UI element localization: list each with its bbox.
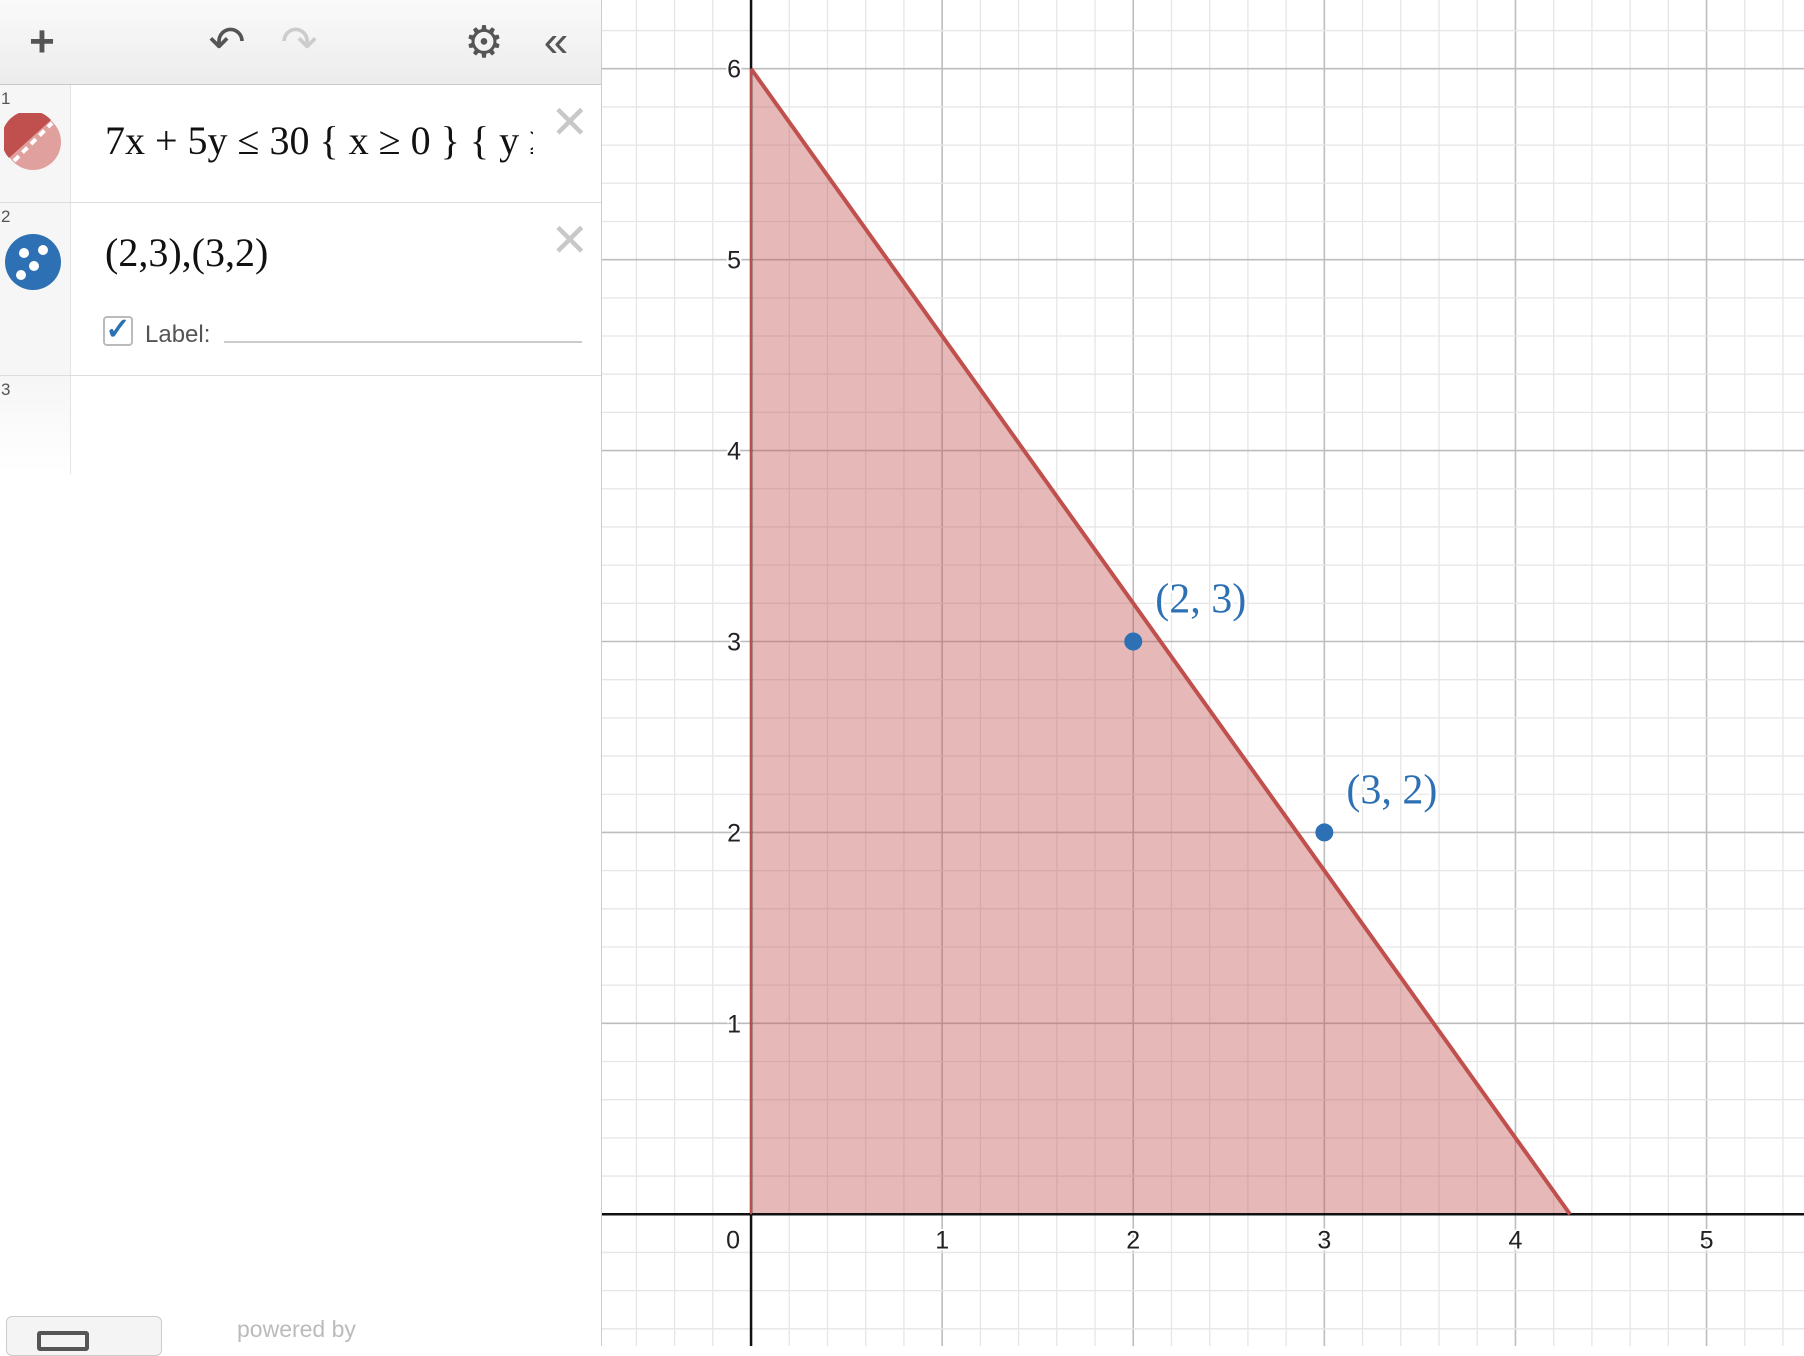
undo-icon: ↶ — [208, 17, 246, 67]
x-tick-label: 4 — [1508, 1226, 1522, 1254]
inequality-icon[interactable] — [4, 113, 62, 171]
add-expression-button[interactable]: + — [17, 17, 67, 66]
keyboard-toggle-button[interactable] — [6, 1316, 162, 1356]
point-label: (2, 3) — [1155, 576, 1246, 622]
boundary-line — [749, 67, 1572, 1216]
expression-input-1[interactable]: 7x + 5y ≤ 30 { x ≥ 0 } { y ≥ — [105, 118, 533, 163]
data-point — [1315, 823, 1334, 842]
redo-icon: ↷ — [280, 17, 318, 67]
delete-expression-2[interactable]: ✕ — [550, 214, 589, 266]
x-tick-label: 0 — [726, 1226, 740, 1254]
double-chevron-left-icon: « — [543, 17, 569, 66]
y-tick-label: 5 — [727, 247, 741, 275]
y-tick-label: 3 — [727, 628, 741, 656]
x-tick-label: 1 — [935, 1226, 949, 1254]
undo-button[interactable]: ↶ — [202, 17, 252, 67]
expression-row-2[interactable]: 2 (2,3),(3,2) ✕ ✓ Label: — [0, 203, 601, 376]
toolbar: + ↶ ↷ ⚙ « — [0, 0, 601, 85]
y-tick-label: 6 — [727, 56, 741, 84]
expression-input-2[interactable]: (2,3),(3,2) — [105, 230, 269, 275]
expression-index: 3 — [1, 380, 11, 399]
expression-index: 2 — [1, 207, 11, 226]
expression-row-3[interactable]: 3 — [0, 376, 601, 474]
expression-index: 1 — [1, 89, 11, 108]
plus-icon: + — [29, 17, 55, 66]
expression-row-1[interactable]: 1 7x + 5y ≤ 30 { x ≥ 0 } { y ≥ ✕ — [0, 85, 601, 203]
x-tick-label: 5 — [1700, 1226, 1714, 1254]
y-tick-label: 2 — [727, 819, 741, 847]
collapse-panel-button[interactable]: « — [531, 17, 581, 66]
x-tick-label: 3 — [1317, 1226, 1331, 1254]
data-point — [1124, 632, 1143, 651]
point-label: (3, 2) — [1346, 767, 1437, 813]
y-tick-label: 1 — [727, 1010, 741, 1038]
label-input[interactable] — [224, 313, 582, 343]
expression-panel: + ↶ ↷ ⚙ « 1 7x + 5y ≤ 30 { x ≥ 0 } { y ≥… — [0, 0, 602, 1356]
delete-expression-1[interactable]: ✕ — [550, 96, 589, 148]
powered-by-text: powered by — [237, 1316, 356, 1342]
label-checkbox[interactable]: ✓ — [103, 315, 133, 346]
gear-icon: ⚙ — [464, 17, 504, 67]
keyboard-icon — [37, 1331, 89, 1351]
points-icon[interactable] — [4, 233, 62, 291]
y-tick-label: 4 — [727, 438, 741, 466]
redo-button[interactable]: ↷ — [274, 17, 324, 67]
label-caption: Label: — [145, 321, 211, 348]
settings-button[interactable]: ⚙ — [459, 17, 509, 67]
x-tick-label: 2 — [1126, 1226, 1140, 1254]
